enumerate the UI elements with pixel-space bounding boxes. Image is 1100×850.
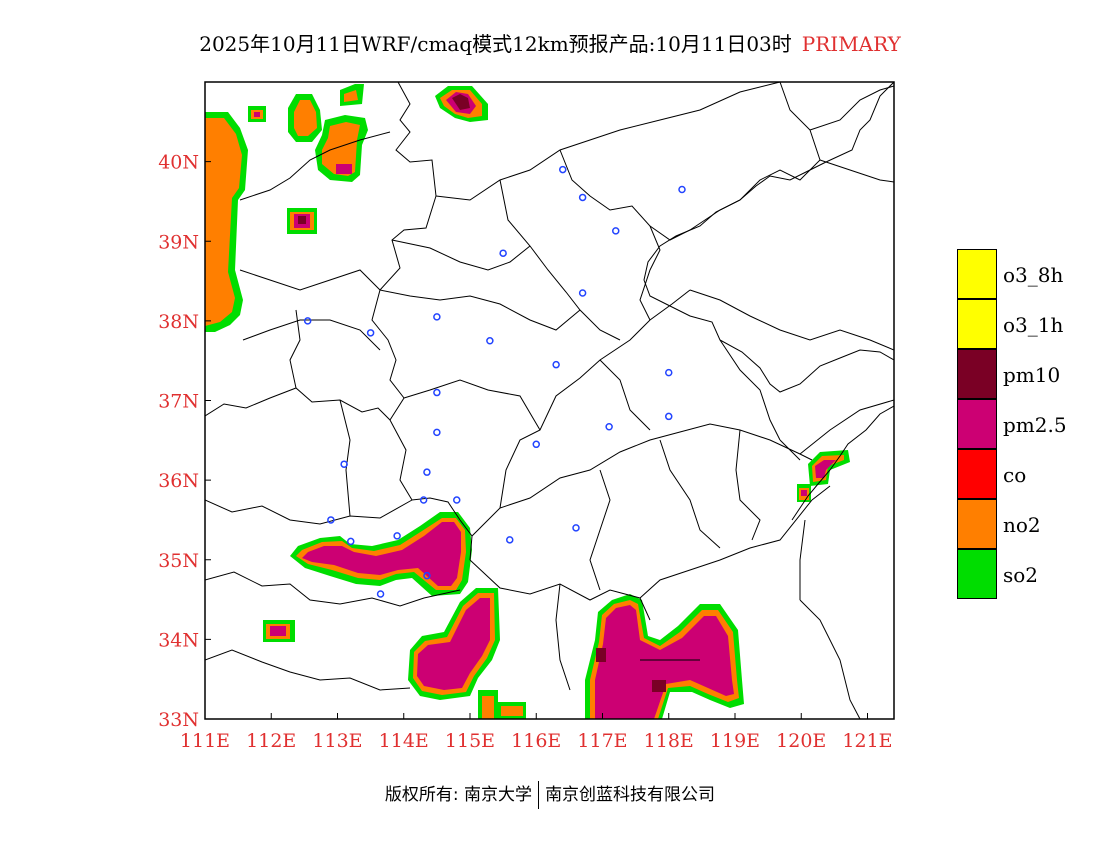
title-tag: PRIMARY [801,32,901,56]
lon-tick-label: 112E [246,730,296,752]
copyright-right: 南京创蓝科技有限公司 [545,785,716,805]
station-marker [532,440,540,449]
legend: o3_8h o3_1h pm10 pm2.5 co no2 so2 [957,249,1097,599]
lon-tick-label: 117E [577,730,627,752]
legend-swatch [957,299,997,349]
station-marker [366,329,375,337]
legend-swatch [957,349,997,399]
station-marker [578,289,587,297]
legend-label: no2 [1003,513,1041,537]
legend-item-no2: no2 [957,499,1097,549]
lat-tick-label: 33N [158,709,199,731]
station-marker [433,428,441,437]
legend-item-pm10: pm10 [957,349,1097,399]
lat-axis: 33N 34N 35N 36N 37N 38N 39N 40N [158,152,211,731]
station-marker [433,388,441,397]
legend-label: pm10 [1003,363,1061,387]
station-marker [423,468,431,476]
pollution-region-southeast [585,594,744,719]
lat-tick-label: 39N [158,231,199,253]
lat-tick-label: 36N [158,470,199,492]
station-marker [393,532,401,540]
legend-label: o3_8h [1003,263,1064,287]
station-marker [578,193,587,202]
lon-tick-label: 118E [644,730,694,752]
lon-axis: 111E 112E 113E 114E 115E 116E 117E 118E 119E 120E… [180,713,893,752]
coastline [643,82,894,393]
lon-tick-label: 113E [312,730,362,752]
lon-tick-label: 121E [842,730,892,752]
lat-tick-label: 34N [158,629,199,651]
coastline-south [791,405,894,521]
station-marker [665,368,673,377]
station-marker [486,337,494,345]
legend-item-pm2-5: pm2.5 [957,399,1097,449]
pollution-region-west [205,112,248,332]
pollution-region-south [408,588,500,700]
legend-swatch [957,549,997,599]
legend-swatch [957,449,997,499]
lat-tick-label: 35N [158,550,199,572]
station-marker [453,496,461,504]
station-marker [433,313,441,321]
legend-label: so2 [1003,563,1039,587]
pollution-region-henan [290,512,472,596]
station-marker [612,227,620,235]
station-markers [303,165,686,598]
station-marker [605,423,613,431]
legend-label: pm2.5 [1003,413,1067,437]
station-marker [665,412,673,421]
station-marker [327,516,335,524]
map-frame [204,81,895,720]
legend-item-o3_8h: o3_8h [957,249,1097,299]
station-marker [347,537,355,546]
station-marker [678,185,686,194]
legend-swatch [957,499,997,549]
legend-item-co: co [957,449,1097,499]
legend-item-o3_1h: o3_1h [957,299,1097,349]
copyright-separator [538,781,540,809]
lon-tick-label: 116E [511,730,561,752]
copyright: 版权所有: 南京大学 南京创蓝科技有限公司 [0,780,1100,809]
lat-tick-label: 37N [158,391,199,413]
legend-item-so2: so2 [957,549,1097,599]
lat-tick-label: 38N [158,311,199,333]
page-title: 2025年10月11日WRF/cmaq模式12km预报产品:10月11日03时 P… [0,28,1100,57]
legend-swatch [957,249,997,299]
admin-boundaries [205,82,894,719]
lon-tick-label: 119E [710,730,760,752]
lon-tick-label: 115E [445,730,495,752]
copyright-left: 版权所有: 南京大学 [384,785,533,805]
pollution-region-north-1 [288,84,368,182]
pollution-region-north-2 [435,86,488,122]
station-marker [303,317,312,325]
legend-swatch [957,399,997,449]
station-marker [419,496,428,504]
pollution-spot-small [248,106,850,719]
lon-tick-label: 111E [180,730,230,752]
station-marker [572,524,580,532]
legend-label: o3_1h [1003,313,1064,337]
lon-tick-label: 114E [379,730,429,752]
station-marker [559,165,567,174]
lat-tick-label: 40N [158,152,199,174]
map-area [205,82,894,719]
station-marker [499,249,507,257]
station-marker [376,590,385,598]
station-marker [423,571,431,580]
station-marker [340,460,348,468]
station-marker [506,536,514,544]
legend-label: co [1003,463,1027,487]
lon-tick-label: 120E [776,730,826,752]
title-text: 2025年10月11日WRF/cmaq模式12km预报产品:10月11日03时 [199,32,792,56]
station-marker [552,360,560,369]
